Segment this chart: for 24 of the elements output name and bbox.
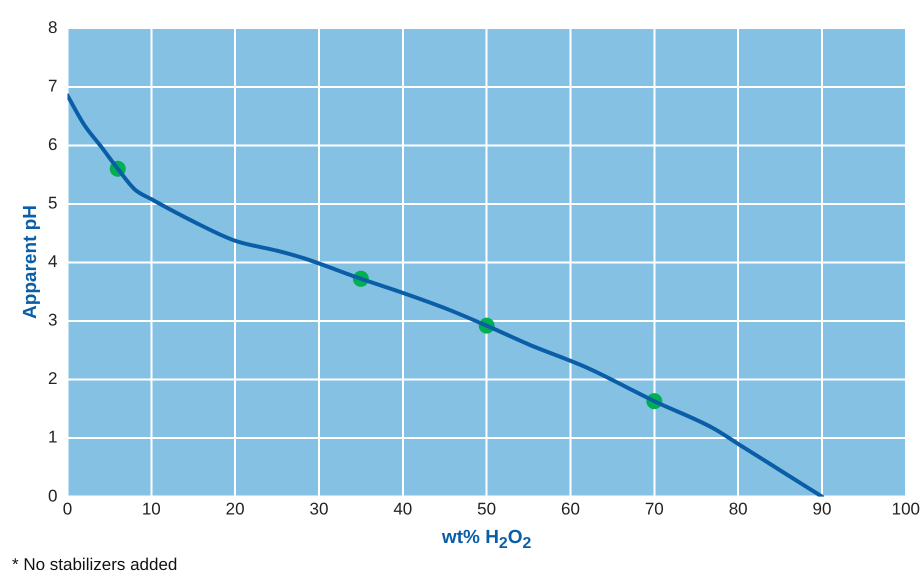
x-axis-title: wt% H$_{2}$O$_{2}$	[442, 526, 532, 552]
text: * No stabilizers added	[12, 554, 178, 575]
y-axis-title: Apparent pH	[20, 205, 42, 320]
y-tick-label: 8	[48, 18, 58, 37]
y-tick-label: 3	[48, 310, 58, 330]
x-tick-label: 70	[644, 499, 664, 518]
x-tick-label: 80	[728, 499, 748, 518]
x-tick-label: 50	[477, 499, 496, 518]
y-tick-label: 7	[48, 76, 58, 96]
x-tick-label: 100	[892, 499, 920, 518]
x-tick-label: 0	[62, 499, 72, 518]
y-tick-label: 0	[48, 486, 58, 506]
x-tick-label: 30	[310, 499, 328, 518]
x-tick-label: 60	[561, 499, 580, 518]
y-tick-label: 1	[48, 428, 58, 447]
x-tick-label: 90	[812, 499, 832, 518]
x-tick-label: 40	[393, 499, 412, 518]
y-tick-label: 4	[48, 252, 58, 272]
x-tick-label: 20	[226, 499, 245, 518]
y-tick-label: 5	[48, 194, 58, 213]
y-tick-label: 2	[48, 369, 58, 388]
y-tick-label: 6	[48, 134, 58, 154]
line-series	[67, 94, 824, 497]
x-tick-label: 10	[142, 499, 161, 518]
